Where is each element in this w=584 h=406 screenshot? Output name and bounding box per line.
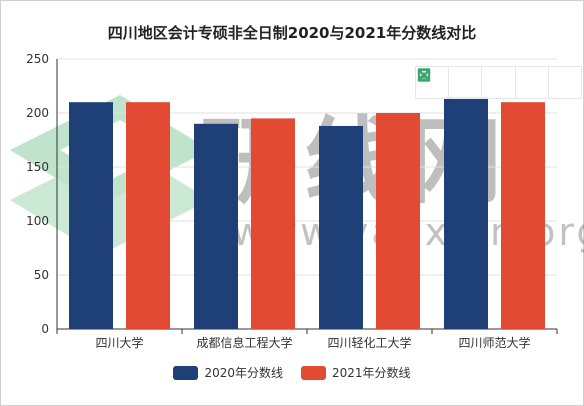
legend-item-2021[interactable]: 2021年分数线 (301, 364, 411, 381)
settings-icon[interactable] (418, 67, 581, 98)
x-tick-label: 四川轻化工大学 (327, 335, 411, 350)
y-tick-label: 150 (26, 160, 49, 174)
legend-swatch-2021 (301, 365, 326, 380)
legend-label-2021: 2021年分数线 (332, 366, 411, 380)
chart-legend: 2020年分数线 2021年分数线 (0, 364, 584, 381)
fullscreen-icon[interactable] (418, 67, 483, 98)
y-tick-label: 200 (26, 106, 49, 120)
bar-2020 (319, 125, 363, 330)
legend-swatch-2020 (173, 365, 199, 380)
save-image-icon[interactable] (417, 67, 516, 98)
y-tick-label: 100 (26, 214, 49, 228)
bar-2020 (194, 123, 238, 329)
bar-2021 (376, 113, 420, 329)
y-tick-label: 250 (26, 52, 49, 66)
bar-2020 (444, 96, 488, 329)
legend-label-2020: 2020年分数线 (204, 366, 283, 380)
chart-title: 四川地区会计专硕非全日制2020与2021年分数线对比 (107, 24, 477, 42)
y-tick-label: 50 (34, 268, 49, 282)
x-tick-label: 四川大学 (95, 335, 143, 350)
bar-2021 (501, 102, 545, 329)
bar-2021 (126, 102, 170, 329)
bar-2021 (251, 118, 295, 330)
chart-toolbox (415, 66, 582, 99)
x-tick-label: 成都信息工程大学 (196, 335, 292, 350)
share-icon[interactable] (418, 67, 549, 98)
x-tick-label: 四川师范大学 (458, 335, 530, 350)
bar-2020 (69, 102, 113, 329)
y-tick-label: 0 (41, 322, 49, 336)
legend-item-2020[interactable]: 2020年分数线 (173, 364, 283, 381)
